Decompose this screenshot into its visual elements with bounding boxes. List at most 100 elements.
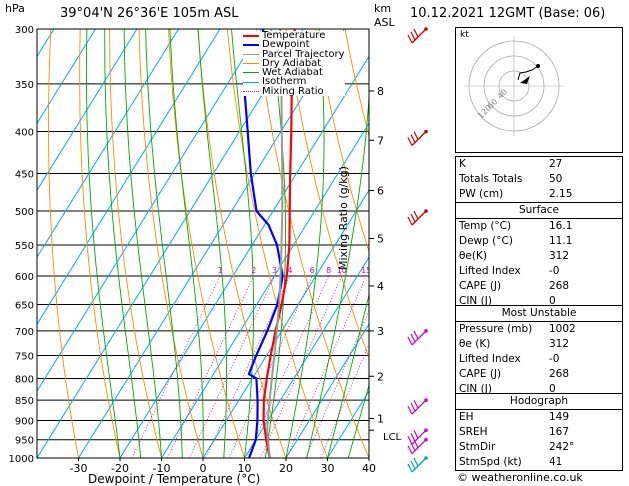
wind-barb-flag	[407, 336, 413, 346]
pressure-tick-label: 300	[15, 25, 34, 36]
wind-barb-dot	[424, 456, 428, 460]
mixing-ratio-label: 10	[337, 266, 347, 275]
wind-barb-flag	[410, 213, 416, 223]
legend-entry: Isotherm	[243, 76, 345, 88]
most-unstable-row: θe (K) 312	[456, 337, 622, 352]
wind-barb-staff	[411, 457, 427, 473]
wind-barb-flag	[410, 333, 416, 343]
km-tick-label: 7	[377, 134, 384, 147]
isotherm-line	[202, 189, 369, 458]
wind-barb-staff	[411, 429, 427, 445]
wind-barb-flag	[413, 131, 419, 140]
isotherm-line	[285, 323, 369, 458]
dry-adiabat-line	[315, 29, 369, 253]
most-unstable-key: Pressure (mb)	[459, 323, 533, 335]
km-tick-label: 5	[377, 232, 384, 245]
wind-barb	[407, 129, 428, 146]
wind-barb	[407, 329, 428, 346]
hodograph-trace	[517, 65, 539, 81]
wind-barb	[407, 428, 428, 445]
km-tick-label: 4	[377, 280, 384, 293]
wind-barb-dot	[424, 428, 428, 433]
isotherm-line	[0, 29, 12, 458]
surface-row: θe(K) 312	[456, 249, 622, 264]
isotherm-line	[37, 29, 96, 125]
x-tick-label: 30	[321, 462, 335, 475]
x-tick-label: 0	[200, 462, 207, 475]
x-tick-label: 20	[279, 462, 293, 475]
surface-key: CIN (J)	[459, 295, 492, 307]
dry-adiabat-line	[138, 29, 204, 458]
wind-barb-staff	[411, 439, 427, 455]
mixing-ratio-line	[167, 275, 255, 458]
most-unstable-value: 268	[549, 368, 570, 380]
storm-motion-arrow	[520, 76, 530, 84]
surface-value: 16.1	[549, 220, 573, 232]
isotherm-line	[161, 122, 369, 458]
mixing-ratio-line	[205, 275, 291, 458]
legend-label: Parcel Trajectory	[262, 48, 345, 60]
wind-barb-flag	[410, 442, 416, 451]
pressure-tick-label: 550	[15, 241, 34, 252]
stability-key: PW (cm)	[459, 188, 504, 200]
wind-barb-dot	[424, 129, 428, 134]
isotherm-line	[37, 29, 138, 192]
wind-barb	[407, 209, 428, 226]
wet-adiabat-line	[145, 29, 183, 458]
most-unstable-row: Lifted Index -0	[456, 352, 622, 367]
most-unstable-row: Pressure (mb) 1002	[456, 322, 622, 337]
pressure-tick-label: 650	[15, 301, 34, 312]
mixing-ratio-label: 4	[287, 266, 292, 275]
wind-barb-flag	[407, 216, 413, 226]
km-tick-label: 2	[377, 370, 384, 383]
legend-label: Isotherm	[262, 76, 307, 88]
legend-swatch	[243, 43, 259, 46]
legend-swatch	[243, 81, 259, 83]
isotherm-line	[119, 55, 369, 458]
isotherm-line	[244, 256, 369, 458]
wind-barb-staff	[411, 28, 427, 44]
mixing-ratio-label: 1	[218, 266, 223, 275]
wet-adiabat-line	[306, 89, 369, 458]
hodograph-param-key: StmSpd (kt)	[459, 456, 522, 468]
stability-value: 50	[549, 173, 563, 185]
stability-value: 27	[549, 158, 563, 170]
wet-adiabat-line	[85, 29, 121, 458]
legend-swatch	[243, 34, 259, 37]
pressure-tick-label: 600	[15, 272, 34, 283]
legend: Temperature Dewpoint Parcel Trajectory Dry …	[243, 30, 345, 96]
x-tick-label: 40	[362, 462, 376, 475]
mixing-ratio-label: 25	[393, 266, 403, 275]
most-unstable-value: -0	[549, 353, 560, 365]
pressure-tick-label: 400	[15, 128, 34, 139]
legend-swatch	[243, 63, 259, 65]
legend-label: Dry Adiabat	[262, 57, 322, 69]
most-unstable-title: Most Unstable	[501, 307, 577, 319]
stability-row: PW (cm) 2.15	[456, 187, 622, 202]
legend-entry: Temperature	[243, 30, 345, 41]
legend-label: Temperature	[262, 30, 326, 41]
legend-label: Dewpoint	[262, 39, 310, 51]
km-tick-label: 3	[377, 325, 384, 338]
wind-barb-flag	[407, 137, 413, 146]
wind-barb-dot	[424, 398, 428, 402]
legend-swatch	[243, 53, 259, 55]
x-axis-label: Dewpoint / Temperature (°C)	[88, 472, 261, 486]
hodograph-param-key: SREH	[459, 426, 488, 438]
isotherm-line	[78, 29, 345, 458]
dry-adiabat-line	[168, 29, 245, 458]
wet-adiabat-line	[285, 29, 325, 458]
surface-key: CAPE (J)	[459, 280, 502, 292]
wind-barb	[407, 27, 428, 44]
hodograph-param-value: 149	[549, 411, 570, 423]
pressure-tick-label: 350	[15, 80, 34, 91]
wind-barb-staff	[411, 131, 427, 146]
wet-adiabat-line	[104, 29, 142, 458]
pressure-unit-label: hPa	[5, 2, 25, 15]
legend-swatch	[243, 72, 259, 74]
dry-adiabat-line	[79, 29, 121, 458]
mixing-ratio-label: 2	[251, 266, 256, 275]
wind-barb-dot	[424, 329, 428, 333]
wind-barb-flag	[413, 28, 419, 38]
location-title: 39°04'N 26°36'E 105m ASL	[60, 6, 239, 21]
